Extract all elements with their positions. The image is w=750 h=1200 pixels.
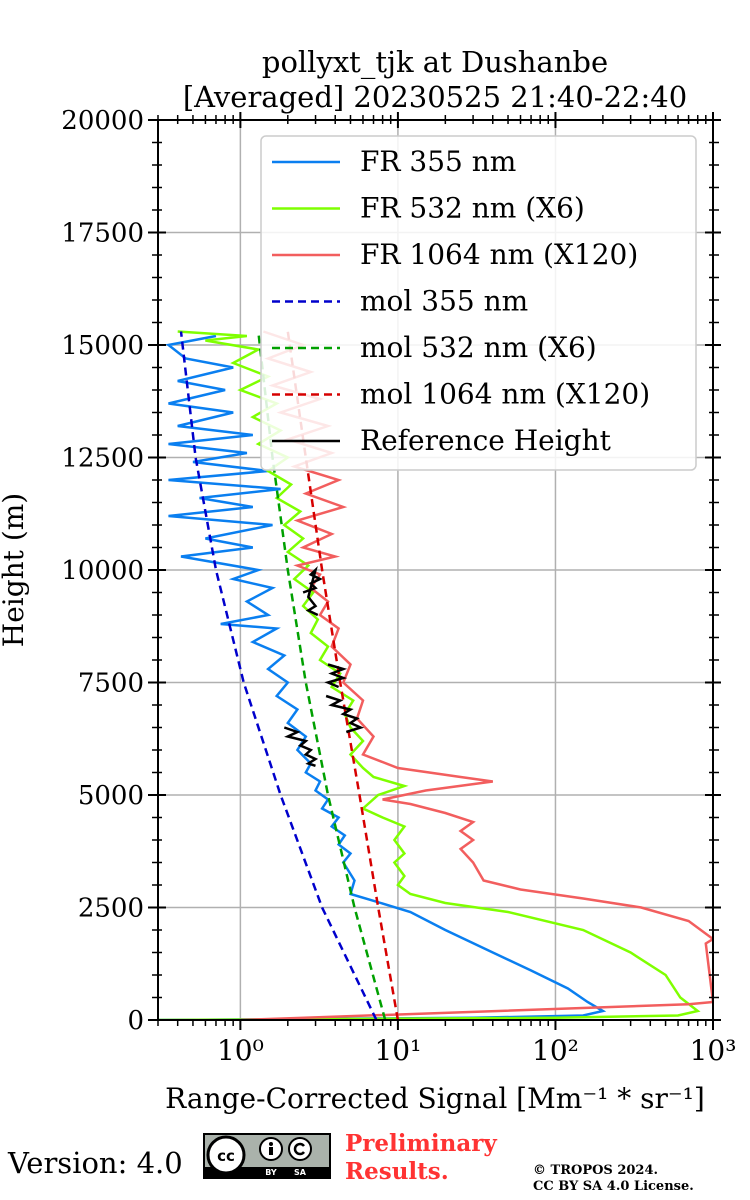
y-tick-label: 7500 bbox=[78, 669, 144, 699]
x-tick-label: 10² bbox=[532, 1034, 579, 1067]
preliminary-results-label: Preliminary Results. bbox=[345, 1130, 497, 1186]
cc-mark: cc bbox=[217, 1147, 235, 1165]
x-tick-label: 10¹ bbox=[374, 1034, 421, 1067]
legend-entry: mol 355 nm bbox=[360, 285, 528, 318]
preliminary-line-2: Results. bbox=[345, 1158, 449, 1185]
series-line-reference-height-0 bbox=[283, 726, 319, 767]
legend-entry: FR 532 nm (X6) bbox=[360, 192, 585, 225]
series-line-mol-355-nm bbox=[179, 331, 378, 1020]
y-tick-label: 12500 bbox=[61, 444, 144, 474]
y-tick-label: 5000 bbox=[78, 781, 144, 811]
legend-entry: mol 532 nm (X6) bbox=[360, 331, 597, 364]
series-line-fr-355-nm bbox=[158, 334, 607, 1020]
y-tick-label: 0 bbox=[127, 1006, 144, 1036]
series-line-reference-height-3 bbox=[302, 566, 323, 617]
legend: FR 355 nm FR 532 nm (X6) FR 1064 nm (X120)… bbox=[260, 135, 697, 471]
legend-entry: FR 355 nm bbox=[360, 145, 516, 178]
cc-by-sa-badge-icon: cc BY SA bbox=[203, 1133, 331, 1179]
by-mark: BY bbox=[265, 1168, 277, 1177]
x-tick-label: 10⁰ bbox=[217, 1034, 264, 1067]
preliminary-line-1: Preliminary bbox=[345, 1130, 497, 1157]
x-axis-label: Range-Corrected Signal [Mm⁻¹ * sr⁻¹] bbox=[165, 1082, 705, 1115]
version-label: Version: 4.0 bbox=[8, 1146, 183, 1180]
y-tick-label: 10000 bbox=[61, 556, 144, 586]
sa-mark: SA bbox=[294, 1168, 307, 1177]
chart-title-line-1: pollyxt_tjk at Dushanbe bbox=[262, 45, 608, 80]
legend-entry: mol 1064 nm (X120) bbox=[360, 378, 650, 411]
y-tick-label: 2500 bbox=[78, 894, 144, 924]
x-tick-label: 10³ bbox=[690, 1034, 737, 1067]
chart-title-line-2: [Averaged] 20230525 21:40-22:40 bbox=[183, 80, 687, 114]
y-tick-label: 15000 bbox=[61, 331, 144, 361]
y-tick-label: 20000 bbox=[61, 106, 144, 136]
legend-entry: FR 1064 nm (X120) bbox=[360, 238, 638, 271]
copyright-notice: © TROPOS 2024. CC BY SA 4.0 License. bbox=[533, 1163, 694, 1195]
copyright-line-2: CC BY SA 4.0 License. bbox=[533, 1179, 694, 1194]
y-axis-label: Height (m) bbox=[0, 493, 30, 647]
y-tick-label: 17500 bbox=[61, 219, 144, 249]
series-line-mol-1064-nm-x120- bbox=[286, 331, 400, 1020]
series-line-reference-height-1 bbox=[325, 694, 365, 734]
lidar-profile-chart: 0 2500 5000 7500 10000 12500 15000 17500 20000 10… bbox=[0, 45, 737, 1115]
series-line-reference-height-2 bbox=[324, 663, 348, 689]
copyright-line-1: © TROPOS 2024. bbox=[533, 1163, 659, 1178]
legend-box bbox=[260, 135, 697, 471]
legend-entry: Reference Height bbox=[360, 424, 612, 457]
